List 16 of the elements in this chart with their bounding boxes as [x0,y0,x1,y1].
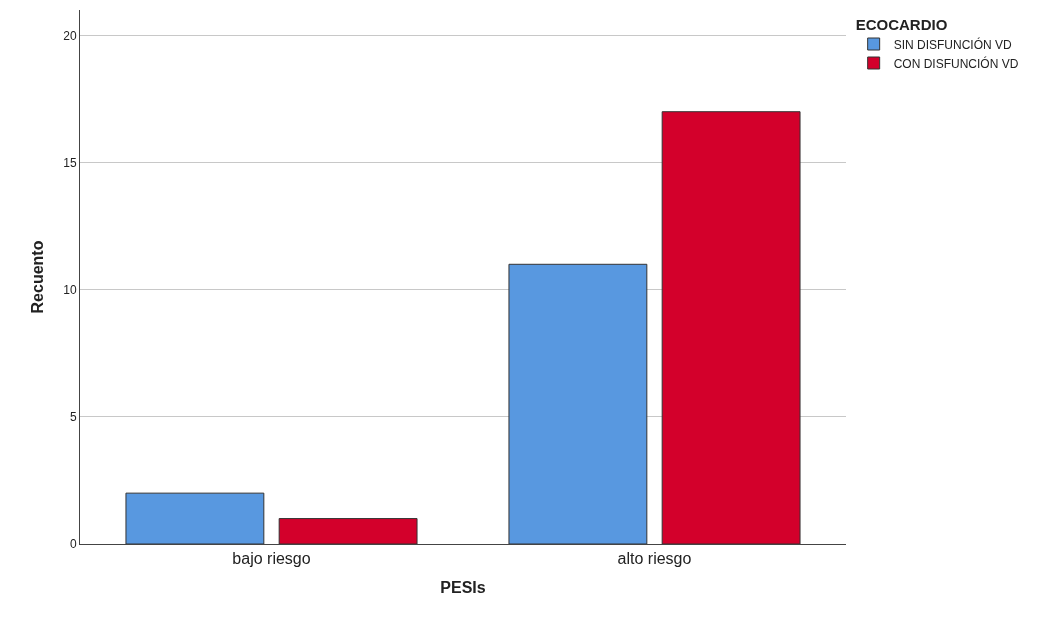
bar [125,492,265,544]
x-tick-label: bajo riesgo [232,550,311,568]
bar [508,263,648,544]
legend-label: SIN DISFUNCIÓN VD [893,36,1012,52]
y-tick-label: 0 [69,537,77,552]
x-tick-label: alto riesgo [617,550,692,568]
legend-label: CON DISFUNCIÓN VD [893,55,1019,71]
y-tick-label: 15 [63,155,77,170]
x-axis-title: PESIs [440,578,486,596]
y-axis-title: Recuento [29,240,47,314]
y-tick-label: 20 [63,28,77,43]
bar [278,518,418,544]
y-tick-label: 10 [63,282,77,297]
bar [661,111,801,544]
legend-title: ECOCARDIO [855,15,948,33]
y-tick-label: 5 [69,410,77,425]
